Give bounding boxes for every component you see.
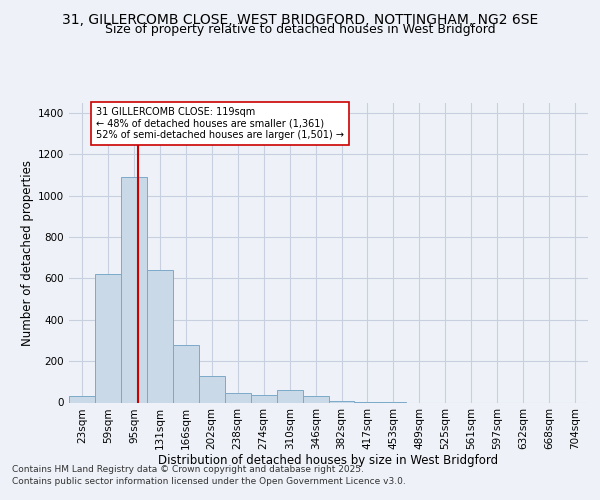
- Bar: [224, 393, 251, 402]
- Bar: [95, 274, 121, 402]
- Text: Contains public sector information licensed under the Open Government Licence v3: Contains public sector information licen…: [12, 478, 406, 486]
- Bar: [121, 177, 147, 402]
- Text: Contains HM Land Registry data © Crown copyright and database right 2025.: Contains HM Land Registry data © Crown c…: [12, 465, 364, 474]
- Bar: [199, 376, 224, 402]
- Bar: [69, 396, 95, 402]
- Y-axis label: Number of detached properties: Number of detached properties: [21, 160, 34, 346]
- Bar: [277, 390, 303, 402]
- Bar: [173, 344, 199, 403]
- Bar: [251, 396, 277, 402]
- Bar: [303, 396, 329, 402]
- X-axis label: Distribution of detached houses by size in West Bridgford: Distribution of detached houses by size …: [158, 454, 499, 466]
- Text: 31, GILLERCOMB CLOSE, WEST BRIDGFORD, NOTTINGHAM, NG2 6SE: 31, GILLERCOMB CLOSE, WEST BRIDGFORD, NO…: [62, 12, 538, 26]
- Bar: [147, 270, 173, 402]
- Text: 31 GILLERCOMB CLOSE: 119sqm
← 48% of detached houses are smaller (1,361)
52% of : 31 GILLERCOMB CLOSE: 119sqm ← 48% of det…: [96, 107, 344, 140]
- Text: Size of property relative to detached houses in West Bridgford: Size of property relative to detached ho…: [104, 22, 496, 36]
